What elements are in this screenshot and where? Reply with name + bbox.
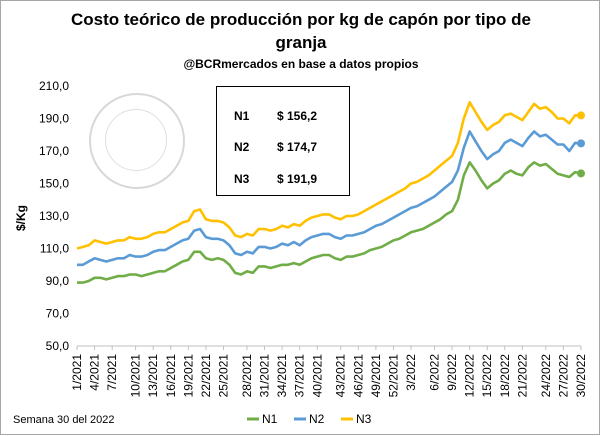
x-tick-label: 49/2021: [369, 354, 383, 398]
y-tick-label: 150,0: [39, 177, 69, 191]
info-label: N3: [234, 172, 250, 186]
info-value: $ 174,7: [277, 140, 318, 154]
week-footer: Semana 30 del 2022: [13, 414, 115, 426]
x-tick-label: 7/2021: [105, 354, 119, 391]
x-tick-label: 22/2021: [199, 354, 213, 398]
x-tick-label: 9/2022: [445, 354, 459, 391]
info-value: $ 156,2: [277, 109, 318, 123]
x-tick-label: 30/2022: [574, 354, 588, 398]
x-axis: 1/2021 4/2021 7/2021 10/2021 13/2021 16/2021 1…: [70, 345, 588, 398]
x-tick-label: 13/2021: [146, 354, 160, 398]
last-point-n2: [577, 139, 585, 148]
x-tick-label: 46/2021: [351, 354, 365, 398]
y-tick-label: 90,0: [46, 274, 70, 288]
series-line-n1: [77, 161, 582, 284]
x-tick-label: 19/2021: [181, 354, 195, 398]
info-label: N1: [234, 109, 250, 123]
y-tick-label: 110,0: [40, 242, 69, 256]
x-tick-label: 43/2021: [334, 354, 348, 398]
series-line-n3: [76, 101, 582, 250]
y-tick-label: 210,0: [39, 79, 69, 93]
chart-title-line2: granja: [275, 33, 327, 52]
x-tick-label: 31/2021: [258, 354, 272, 398]
x-tick-label: 34/2021: [275, 354, 289, 398]
x-tick-label: 25/2021: [217, 354, 231, 398]
x-tick-label: 52/2021: [386, 354, 400, 398]
x-tick-label: 16/2021: [164, 354, 178, 398]
y-tick-label: 130,0: [39, 209, 69, 223]
chart-subtitle: @BCRmercados en base a datos propios: [183, 57, 419, 71]
series-lines: [76, 101, 585, 284]
x-tick-label: 18/2022: [498, 354, 512, 398]
x-tick-label: 10/2021: [129, 354, 143, 398]
x-tick-label: 40/2021: [310, 354, 324, 398]
x-tick-label: 12/2022: [463, 354, 477, 398]
y-tick-label: 190,0: [39, 112, 69, 126]
x-tick-label: 28/2021: [240, 354, 254, 398]
x-tick-label: 27/2022: [556, 354, 570, 398]
x-tick-label: 4/2021: [88, 354, 102, 391]
legend: N1 N2 N3: [247, 412, 372, 426]
legend-label: N2: [309, 412, 325, 426]
x-tick-label: 3/2022: [404, 354, 418, 391]
y-tick-label: 50,0: [46, 339, 70, 353]
latest-values-box: N1 $ 156,2 N2 $ 174,7 N3 $ 191,9: [216, 86, 350, 196]
series-line-n2: [77, 130, 582, 267]
x-tick-label: 1/2021: [70, 354, 84, 391]
legend-label: N3: [356, 412, 372, 426]
info-label: N2: [234, 140, 250, 154]
y-axis-label: $/Kg: [14, 204, 28, 231]
x-tick-label: 15/2022: [480, 354, 494, 398]
x-tick-label: 6/2022: [427, 354, 441, 391]
watermark-seal-icon: [89, 93, 185, 189]
last-point-n1: [577, 169, 585, 178]
last-point-n3: [577, 111, 585, 120]
legend-label: N1: [262, 412, 278, 426]
x-tick-label: 37/2021: [293, 354, 307, 398]
y-tick-label: 70,0: [46, 307, 70, 321]
watermark-seal-inner: [105, 109, 167, 171]
x-tick-label: 24/2022: [539, 354, 553, 398]
x-tick-label: 21/2022: [515, 354, 529, 398]
info-value: $ 191,9: [277, 172, 318, 186]
y-axis: 210,0 190,0 170,0 150,0 130,0 110,0 90,0 70,0 50…: [39, 79, 69, 353]
chart-title-line1: Costo teórico de producción por kg de ca…: [71, 10, 531, 29]
y-tick-label: 170,0: [39, 144, 69, 158]
